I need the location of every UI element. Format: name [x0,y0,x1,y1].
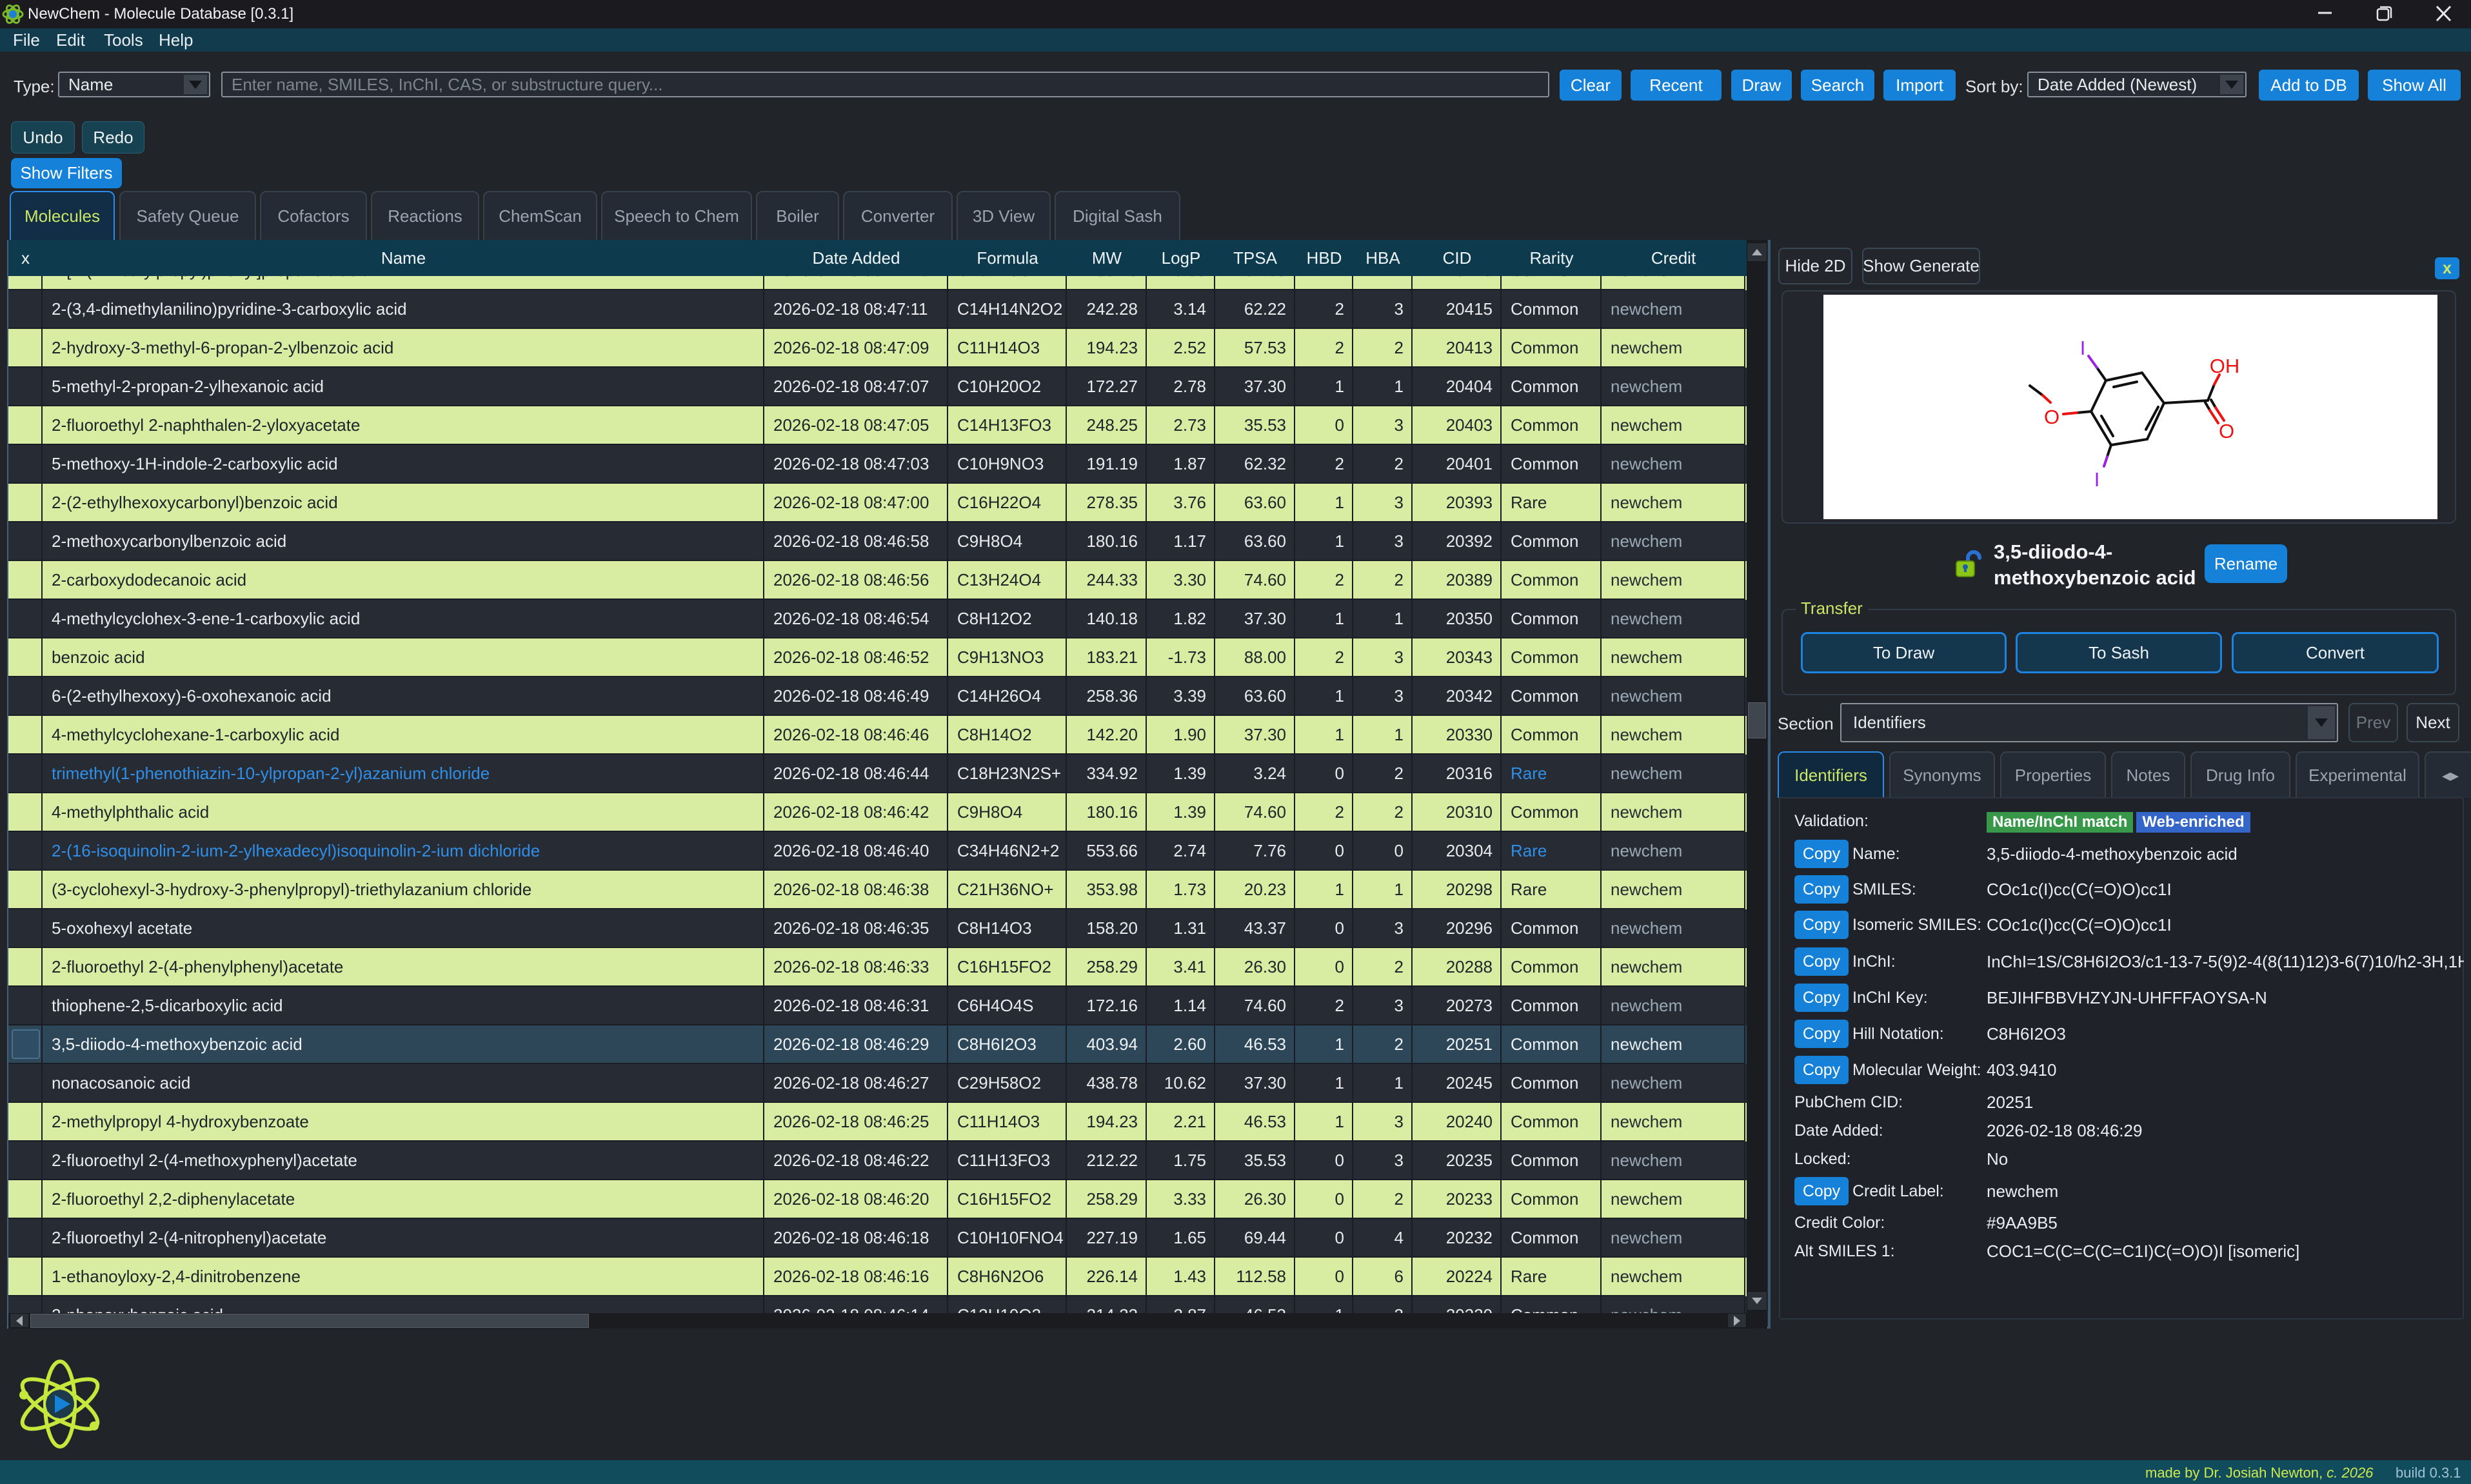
svg-text:O: O [2219,420,2234,442]
svg-text:OH: OH [2210,355,2240,377]
svg-text:I: I [2080,337,2086,359]
svg-text:O: O [2044,406,2059,428]
svg-text:I: I [2094,468,2100,491]
